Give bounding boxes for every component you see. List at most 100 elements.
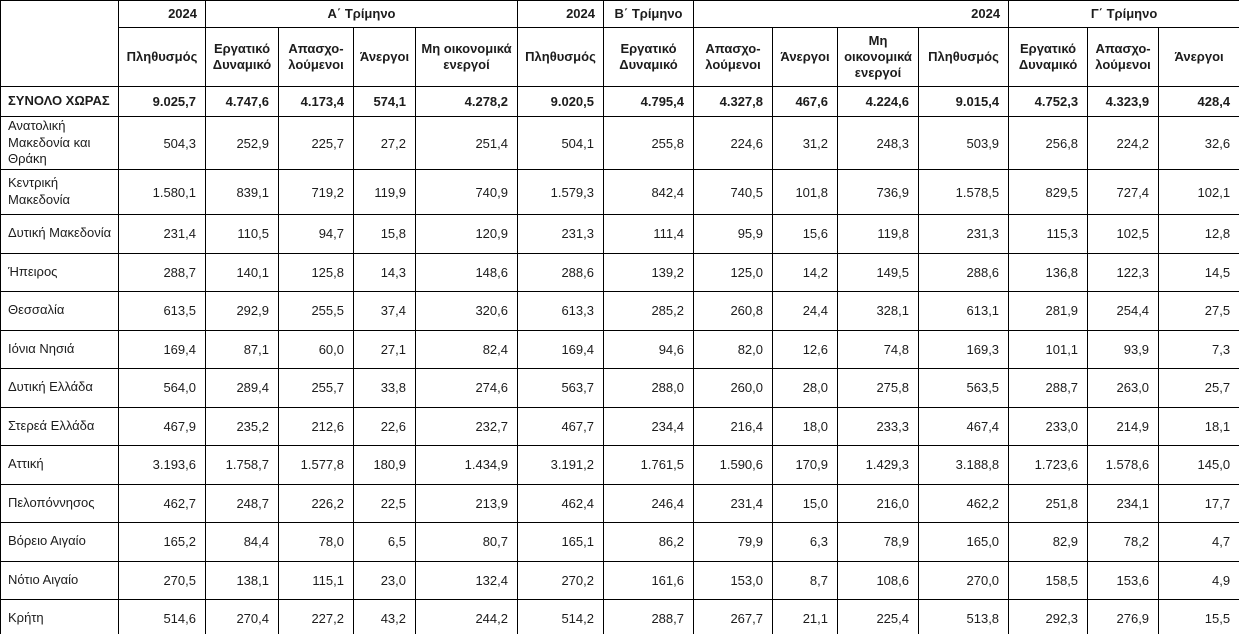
value-cell: 60,0 xyxy=(278,329,354,369)
value-cell: 270,4 xyxy=(205,599,279,634)
value-cell: 82,0 xyxy=(693,329,773,369)
value-cell: 14,3 xyxy=(353,252,416,292)
value-cell: 18,0 xyxy=(772,406,838,446)
table-row: ΣΥΝΟΛΟ ΧΩΡΑΣ 9.025,7 4.747,6 4.173,4 574… xyxy=(0,86,1239,117)
value-cell: 288,7 xyxy=(1008,368,1089,408)
value-cell: 4.323,9 xyxy=(1087,86,1160,117)
value-cell: 165,2 xyxy=(118,522,206,562)
table-row: Βόρειο Αιγαίο 165,2 84,4 78,0 6,5 80,7 1… xyxy=(0,522,1239,562)
value-cell: 467,6 xyxy=(772,86,838,117)
value-cell: 12,8 xyxy=(1158,214,1239,254)
region-name-cell: Κεντρική Μακεδονία xyxy=(0,169,119,215)
value-cell: 613,3 xyxy=(517,291,604,331)
value-cell: 94,6 xyxy=(603,329,694,369)
value-cell: 288,6 xyxy=(517,252,604,292)
value-cell: 3.188,8 xyxy=(917,445,1010,485)
column-header-unemployed-q1: Άνεργοι xyxy=(353,27,416,87)
value-cell: 101,1 xyxy=(1008,329,1089,369)
value-cell: 138,1 xyxy=(205,560,279,600)
value-cell: 125,8 xyxy=(278,252,354,292)
value-cell: 115,1 xyxy=(278,560,354,600)
table-row: Αττική 3.193,6 1.758,7 1.577,8 180,9 1.4… xyxy=(0,445,1239,485)
table-row: Δυτική Μακεδονία 231,4 110,5 94,7 15,8 1… xyxy=(0,214,1239,254)
value-cell: 148,6 xyxy=(415,252,518,292)
value-cell: 12,6 xyxy=(772,329,838,369)
value-cell: 28,0 xyxy=(772,368,838,408)
table-row: Ανατολική Μακεδονία και Θράκη 504,3 252,… xyxy=(0,116,1239,170)
value-cell: 4.327,8 xyxy=(693,86,773,117)
value-cell: 23,0 xyxy=(353,560,416,600)
value-cell: 736,9 xyxy=(837,169,919,215)
value-cell: 244,2 xyxy=(415,599,518,634)
value-cell: 4.278,2 xyxy=(415,86,518,117)
table-row: Δυτική Ελλάδα 564,0 289,4 255,7 33,8 274… xyxy=(0,368,1239,408)
value-cell: 169,4 xyxy=(118,329,206,369)
value-cell: 8,7 xyxy=(772,560,838,600)
region-name-cell: Βόρειο Αιγαίο xyxy=(0,522,119,562)
value-cell: 462,4 xyxy=(517,483,604,523)
quarter-label-q3: Γ΄ Τρίμηνο xyxy=(1008,0,1239,28)
value-cell: 251,4 xyxy=(415,116,518,170)
value-cell: 37,4 xyxy=(353,291,416,331)
value-cell: 14,5 xyxy=(1158,252,1239,292)
value-cell: 78,0 xyxy=(278,522,354,562)
value-cell: 79,9 xyxy=(693,522,773,562)
value-cell: 563,5 xyxy=(917,368,1010,408)
value-cell: 292,3 xyxy=(1008,599,1089,634)
value-cell: 6,5 xyxy=(353,522,416,562)
value-cell: 328,1 xyxy=(837,291,919,331)
value-cell: 462,2 xyxy=(917,483,1010,523)
value-cell: 43,2 xyxy=(353,599,416,634)
column-header-population-q3: Πληθυσμός xyxy=(917,27,1010,87)
value-cell: 839,1 xyxy=(205,169,279,215)
value-cell: 17,7 xyxy=(1158,483,1239,523)
value-cell: 31,2 xyxy=(772,116,838,170)
value-cell: 32,6 xyxy=(1158,116,1239,170)
region-name-cell: Πελοπόννησος xyxy=(0,483,119,523)
column-header-employed-q3: Απασχο- λούμενοι xyxy=(1087,27,1160,87)
value-cell: 136,8 xyxy=(1008,252,1089,292)
value-cell: 25,7 xyxy=(1158,368,1239,408)
value-cell: 153,0 xyxy=(693,560,773,600)
value-cell: 267,7 xyxy=(693,599,773,634)
value-cell: 248,7 xyxy=(205,483,279,523)
year-label-q2: 2024 xyxy=(517,0,604,28)
region-name-cell: Δυτική Μακεδονία xyxy=(0,214,119,254)
region-column-corner-cell xyxy=(0,0,119,87)
value-cell: 289,4 xyxy=(205,368,279,408)
value-cell: 4,7 xyxy=(1158,522,1239,562)
value-cell: 1.579,3 xyxy=(517,169,604,215)
value-cell: 514,2 xyxy=(517,599,604,634)
year-label-q3: 2024 xyxy=(692,0,1010,28)
value-cell: 6,3 xyxy=(772,522,838,562)
year-quarter-header-row: 2024 Α΄ Τρίμηνο 2024 Β΄ Τρίμηνο 2024 Γ΄ … xyxy=(0,0,1239,87)
value-cell: 252,9 xyxy=(205,116,279,170)
value-cell: 139,2 xyxy=(603,252,694,292)
value-cell: 101,8 xyxy=(772,169,838,215)
region-name-cell: Στερεά Ελλάδα xyxy=(0,406,119,446)
value-cell: 270,5 xyxy=(118,560,206,600)
value-cell: 225,7 xyxy=(278,116,354,170)
value-cell: 288,7 xyxy=(603,599,694,634)
value-cell: 224,6 xyxy=(693,116,773,170)
column-header-unemployed-q3: Άνεργοι xyxy=(1158,27,1239,87)
value-cell: 233,3 xyxy=(837,406,919,446)
value-cell: 428,4 xyxy=(1158,86,1239,117)
value-cell: 514,6 xyxy=(118,599,206,634)
value-cell: 74,8 xyxy=(837,329,919,369)
value-cell: 15,5 xyxy=(1158,599,1239,634)
value-cell: 231,3 xyxy=(917,214,1010,254)
value-cell: 231,4 xyxy=(118,214,206,254)
value-cell: 169,4 xyxy=(517,329,604,369)
value-cell: 125,0 xyxy=(693,252,773,292)
value-cell: 3.193,6 xyxy=(118,445,206,485)
value-cell: 231,4 xyxy=(693,483,773,523)
column-header-employed-q2: Απασχο- λούμενοι xyxy=(693,27,773,87)
value-cell: 1.758,7 xyxy=(205,445,279,485)
value-cell: 231,3 xyxy=(517,214,604,254)
value-cell: 1.577,8 xyxy=(278,445,354,485)
value-cell: 255,5 xyxy=(278,291,354,331)
value-cell: 21,1 xyxy=(772,599,838,634)
value-cell: 216,4 xyxy=(693,406,773,446)
value-cell: 503,9 xyxy=(917,116,1010,170)
